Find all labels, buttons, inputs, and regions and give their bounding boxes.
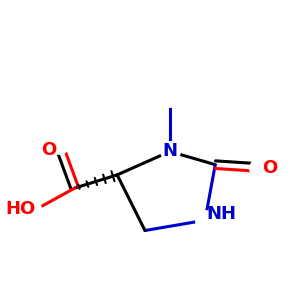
Text: O: O: [262, 159, 277, 177]
Text: NH: NH: [206, 206, 236, 224]
Text: O: O: [41, 141, 56, 159]
Text: N: N: [162, 142, 177, 160]
Text: HO: HO: [5, 200, 36, 217]
